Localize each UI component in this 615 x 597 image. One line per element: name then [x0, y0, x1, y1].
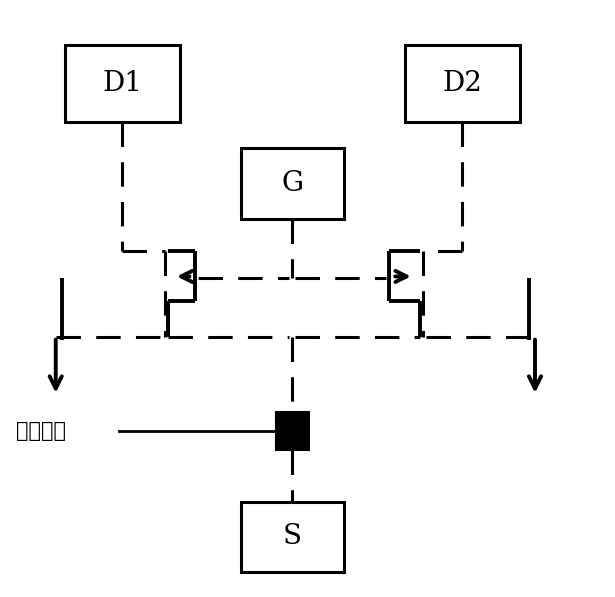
Text: D1: D1 — [103, 70, 143, 97]
Text: 寄生电阻: 寄生电阻 — [17, 421, 66, 441]
Bar — [240, 501, 344, 573]
Bar — [240, 149, 344, 219]
Text: G: G — [281, 170, 303, 197]
Text: S: S — [283, 524, 302, 550]
Text: D2: D2 — [442, 70, 482, 97]
Bar — [405, 45, 520, 122]
Bar — [65, 45, 180, 122]
Bar — [276, 412, 309, 450]
